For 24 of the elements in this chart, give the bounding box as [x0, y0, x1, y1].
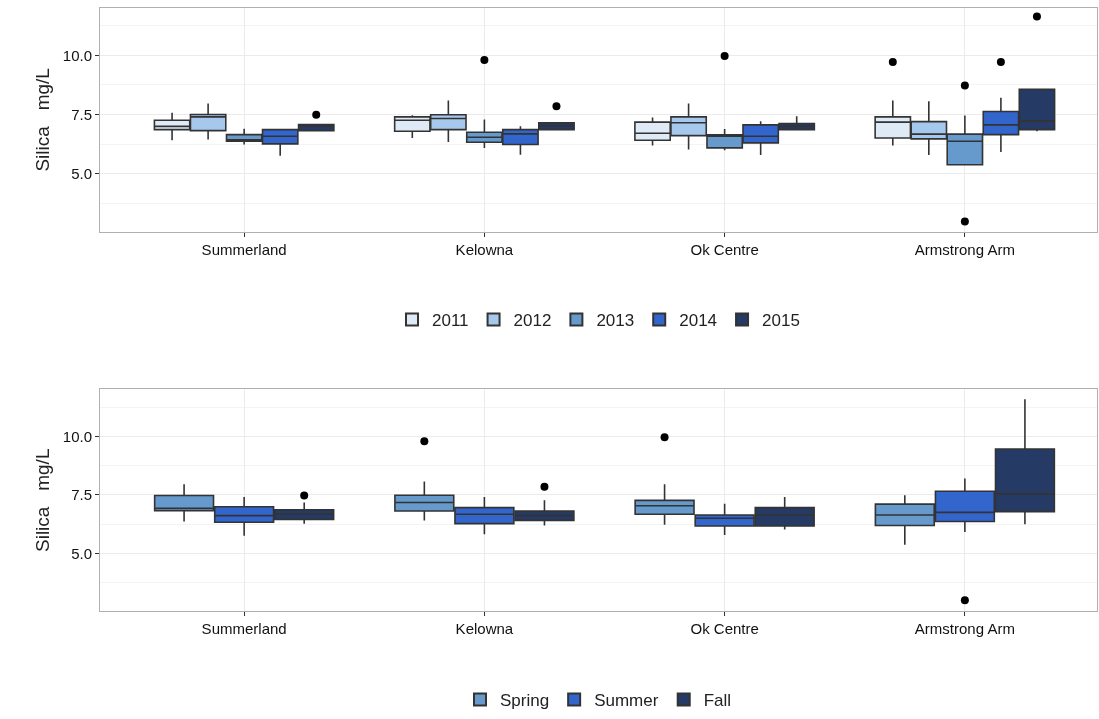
- y-axis-title: Silica mg/L: [31, 448, 53, 553]
- y-tick-label: 5.0: [71, 164, 92, 182]
- x-tick-label: Armstrong Arm: [914, 620, 1015, 638]
- y-tick-label: 10.0: [62, 46, 92, 64]
- y-tick-label: 5.0: [71, 544, 92, 562]
- y-tick-label: 10.0: [62, 427, 92, 445]
- legend-label: 2014: [679, 311, 718, 331]
- x-tick-label: Summerland: [201, 620, 287, 638]
- legend-label: 2011: [432, 311, 469, 331]
- x-tick-label: Armstrong Arm: [914, 240, 1015, 258]
- x-tick-label: Kelowna: [455, 620, 514, 638]
- y-tick-label: 7.5: [71, 105, 92, 123]
- legend-label: Fall: [703, 691, 732, 711]
- x-tick-label: Summerland: [201, 240, 287, 258]
- legend-label: 2015: [762, 311, 800, 331]
- x-tick-label: Ok Centre: [690, 240, 759, 258]
- legend-label: 2013: [596, 311, 635, 331]
- x-tick-label: Ok Centre: [690, 620, 759, 638]
- legend-label: 2012: [513, 311, 552, 331]
- legend-label: Summer: [594, 691, 659, 711]
- y-tick-label: 7.5: [71, 486, 92, 504]
- x-tick-label: Kelowna: [455, 240, 514, 258]
- y-axis-title: Silica mg/L: [31, 68, 53, 172]
- legend-label: Spring: [500, 691, 550, 711]
